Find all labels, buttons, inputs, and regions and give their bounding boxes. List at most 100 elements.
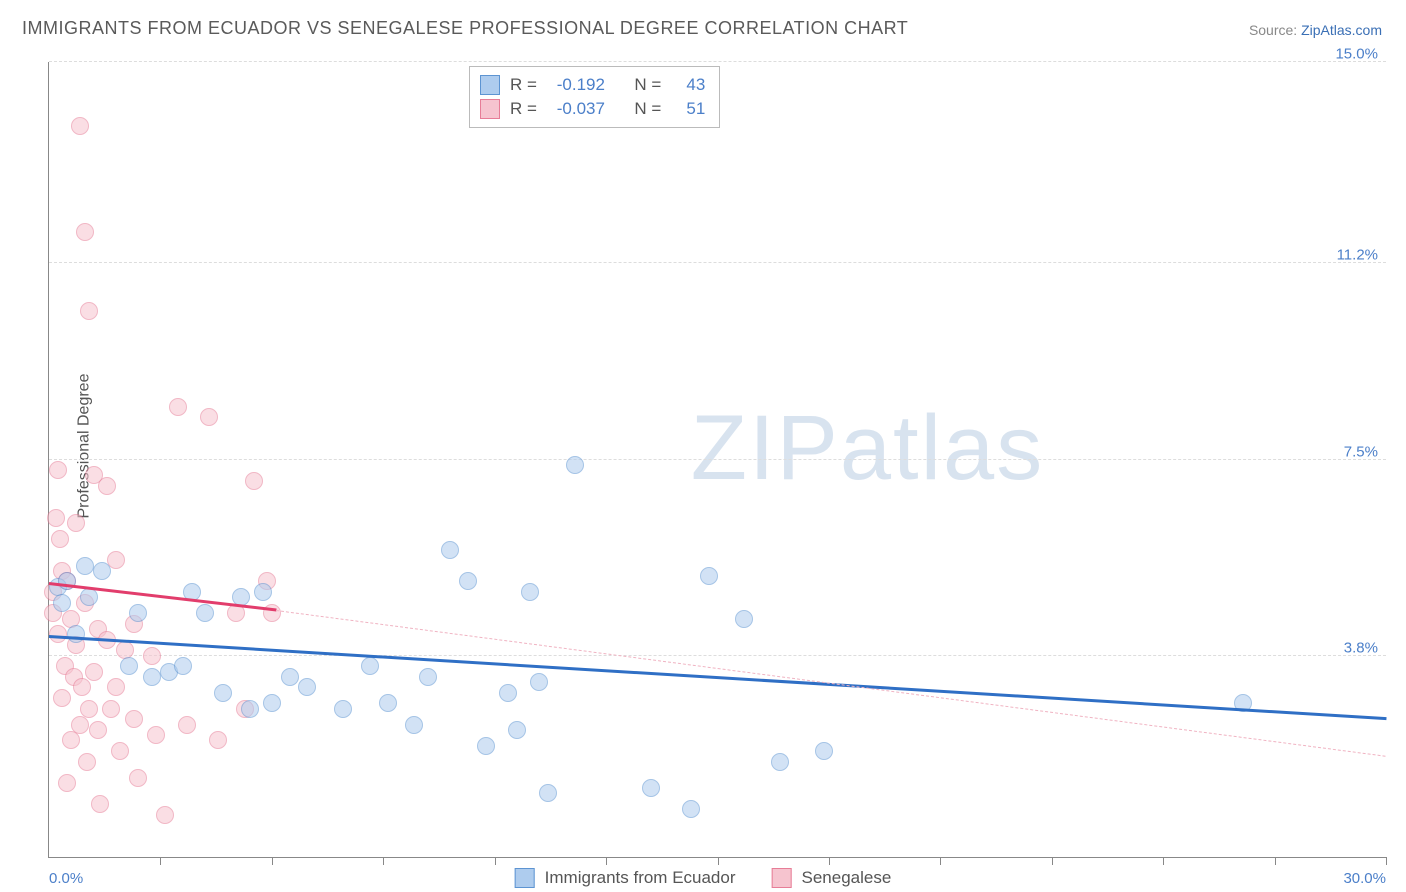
y-tick-label: 15.0% (1335, 46, 1378, 63)
point-senegalese (47, 509, 65, 527)
point-senegalese (62, 731, 80, 749)
watermark-light: atlas (840, 397, 1044, 499)
x-tick (1163, 857, 1164, 865)
trendline-dashed (276, 610, 1386, 757)
x-axis-max-label: 30.0% (1343, 870, 1386, 887)
source-prefix: Source: (1249, 22, 1301, 38)
point-senegalese (71, 716, 89, 734)
point-senegalese (143, 647, 161, 665)
r-label: R = (510, 73, 537, 97)
point-ecuador (379, 694, 397, 712)
n-label: N = (634, 73, 661, 97)
point-senegalese (85, 663, 103, 681)
point-ecuador (419, 668, 437, 686)
r-value-senegalese: -0.037 (547, 97, 605, 121)
legend-item-ecuador: Immigrants from Ecuador (515, 868, 736, 888)
gridline-h (49, 655, 1386, 656)
source-link[interactable]: ZipAtlas.com (1301, 22, 1382, 38)
x-tick (160, 857, 161, 865)
point-ecuador (263, 694, 281, 712)
legend-label-ecuador: Immigrants from Ecuador (545, 868, 736, 888)
point-ecuador (361, 657, 379, 675)
point-senegalese (107, 678, 125, 696)
r-value-ecuador: -0.192 (547, 73, 605, 97)
x-tick (495, 857, 496, 865)
x-tick (606, 857, 607, 865)
swatch-ecuador (480, 75, 500, 95)
point-ecuador (67, 625, 85, 643)
point-ecuador (405, 716, 423, 734)
point-ecuador (521, 583, 539, 601)
point-ecuador (735, 610, 753, 628)
point-senegalese (58, 774, 76, 792)
point-ecuador (334, 700, 352, 718)
point-senegalese (80, 302, 98, 320)
point-senegalese (89, 721, 107, 739)
swatch-senegalese (480, 99, 500, 119)
point-senegalese (129, 769, 147, 787)
point-ecuador (477, 737, 495, 755)
source-attribution: Source: ZipAtlas.com (1249, 22, 1382, 38)
point-ecuador (771, 753, 789, 771)
point-senegalese (102, 700, 120, 718)
point-senegalese (209, 731, 227, 749)
point-ecuador (174, 657, 192, 675)
x-tick (718, 857, 719, 865)
point-ecuador (499, 684, 517, 702)
point-ecuador (93, 562, 111, 580)
point-ecuador (700, 567, 718, 585)
point-senegalese (98, 477, 116, 495)
scatter-chart: ZIPatlas R = -0.192 N = 43 R = -0.037 N … (48, 62, 1386, 858)
legend-swatch-ecuador (515, 868, 535, 888)
legend-label-senegalese: Senegalese (802, 868, 892, 888)
point-senegalese (53, 689, 71, 707)
point-ecuador (566, 456, 584, 474)
point-ecuador (143, 668, 161, 686)
n-value-ecuador: 43 (671, 73, 705, 97)
point-ecuador (214, 684, 232, 702)
point-ecuador (642, 779, 660, 797)
point-ecuador (241, 700, 259, 718)
point-ecuador (53, 594, 71, 612)
y-tick-label: 11.2% (1337, 247, 1378, 264)
chart-title: IMMIGRANTS FROM ECUADOR VS SENEGALESE PR… (22, 18, 908, 39)
r-label: R = (510, 97, 537, 121)
point-senegalese (125, 710, 143, 728)
legend-item-senegalese: Senegalese (772, 868, 892, 888)
point-ecuador (298, 678, 316, 696)
point-ecuador (815, 742, 833, 760)
x-tick (829, 857, 830, 865)
watermark: ZIPatlas (691, 396, 1044, 501)
y-tick-label: 7.5% (1344, 443, 1378, 460)
point-ecuador (281, 668, 299, 686)
point-senegalese (147, 726, 165, 744)
x-tick (272, 857, 273, 865)
point-senegalese (111, 742, 129, 760)
n-label: N = (634, 97, 661, 121)
point-ecuador (508, 721, 526, 739)
x-tick (1052, 857, 1053, 865)
x-tick (383, 857, 384, 865)
legend-swatch-senegalese (772, 868, 792, 888)
point-ecuador (76, 557, 94, 575)
point-ecuador (530, 673, 548, 691)
point-senegalese (245, 472, 263, 490)
point-senegalese (76, 223, 94, 241)
point-senegalese (51, 530, 69, 548)
point-ecuador (539, 784, 557, 802)
stats-legend: R = -0.192 N = 43 R = -0.037 N = 51 (469, 66, 720, 128)
x-tick (1386, 857, 1387, 865)
point-senegalese (91, 795, 109, 813)
point-senegalese (178, 716, 196, 734)
point-senegalese (67, 514, 85, 532)
x-tick (1275, 857, 1276, 865)
n-value-senegalese: 51 (671, 97, 705, 121)
bottom-legend: Immigrants from Ecuador Senegalese (515, 868, 892, 888)
gridline-h (49, 61, 1386, 62)
point-senegalese (49, 461, 67, 479)
point-ecuador (196, 604, 214, 622)
stats-row-ecuador: R = -0.192 N = 43 (480, 73, 705, 97)
point-senegalese (78, 753, 96, 771)
point-ecuador (682, 800, 700, 818)
point-ecuador (459, 572, 477, 590)
